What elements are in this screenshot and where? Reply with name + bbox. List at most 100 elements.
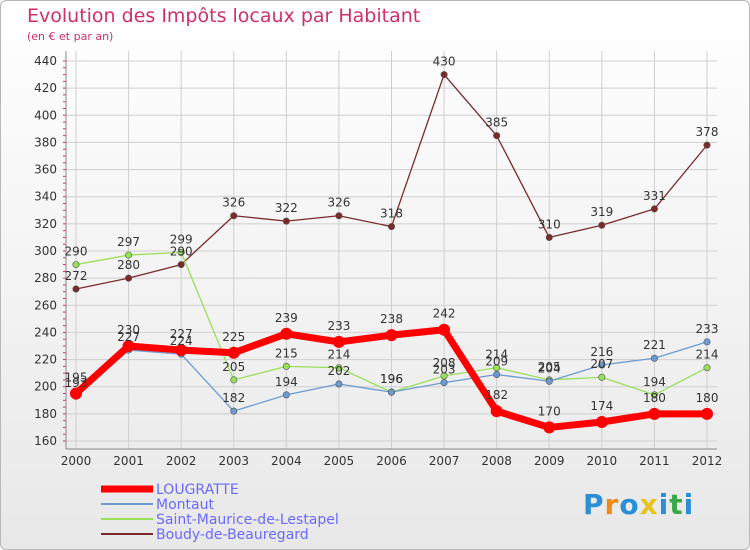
x-tick-label: 2011 [639, 454, 670, 468]
data-label: 208 [433, 356, 456, 370]
data-label: 182 [222, 391, 245, 405]
proxiti-logo: Proxiti [583, 488, 694, 521]
x-tick-label: 2000 [61, 454, 92, 468]
data-point [282, 391, 290, 399]
data-label: 224 [170, 334, 193, 348]
data-point [598, 373, 606, 381]
data-label: 216 [590, 345, 613, 359]
y-tick-label: 240 [34, 325, 57, 339]
data-point [650, 205, 658, 213]
y-tick-label: 280 [34, 271, 57, 285]
data-label: 203 [433, 363, 456, 377]
data-label: 194 [275, 375, 298, 389]
data-label: 280 [117, 258, 140, 272]
logo-letter: i [683, 488, 695, 521]
data-point [230, 407, 238, 415]
data-label: 297 [117, 235, 140, 249]
data-point [598, 361, 606, 369]
data-point [335, 212, 343, 220]
data-point [701, 407, 713, 420]
x-tick-label: 2003 [218, 454, 249, 468]
data-label: 227 [117, 330, 140, 344]
data-point [230, 212, 238, 220]
data-label: 174 [590, 399, 613, 413]
data-label: 238 [380, 312, 403, 326]
y-tick-label: 380 [34, 135, 57, 149]
data-point [703, 141, 711, 149]
data-point [493, 132, 501, 140]
data-point [335, 364, 343, 372]
logo-letter: o [619, 488, 640, 521]
data-label: 204 [538, 361, 561, 375]
logo-letter: x [639, 488, 659, 521]
logo-letter: t [669, 488, 684, 521]
data-label: 230 [117, 323, 140, 337]
data-point [125, 274, 133, 282]
chart-title: Evolution des Impôts locaux par Habitant [27, 5, 421, 27]
data-label: 214 [696, 348, 719, 362]
data-point [72, 261, 80, 269]
data-label: 180 [643, 391, 666, 405]
x-tick-label: 2012 [692, 454, 723, 468]
y-tick-label: 180 [34, 407, 57, 421]
data-label: 215 [275, 346, 298, 360]
data-point [230, 376, 238, 384]
legend-entry: Boudy-de-Beauregard [156, 527, 309, 543]
data-label: 170 [538, 404, 561, 418]
data-point [648, 407, 661, 420]
data-label: 242 [433, 307, 456, 321]
legend-entry: Saint-Maurice-de-Lestapel [156, 512, 339, 528]
data-label: 202 [327, 364, 350, 378]
data-label: 299 [170, 232, 193, 246]
data-point [438, 323, 451, 336]
data-point [280, 327, 293, 340]
axes: 160 180 200 220 240 260 280 300 320 340 360 380 400 4… [34, 51, 722, 468]
data-point [177, 261, 185, 269]
data-point [387, 223, 395, 231]
data-label: 221 [643, 338, 666, 352]
x-tick-label: 2010 [587, 454, 618, 468]
data-point [545, 377, 553, 385]
data-label: 318 [380, 207, 403, 221]
logo-letter: i [658, 488, 670, 521]
data-label: 194 [643, 375, 666, 389]
data-label: 385 [485, 116, 508, 130]
data-point [177, 248, 185, 256]
y-tick-label: 400 [34, 108, 57, 122]
data-point [595, 416, 608, 428]
logo-letter: r [604, 488, 620, 521]
data-label: 193 [65, 376, 88, 390]
data-label: 378 [696, 125, 719, 139]
data-label: 195 [65, 371, 88, 385]
data-label: 207 [590, 357, 613, 371]
data-label: 209 [485, 355, 508, 369]
data-point [70, 387, 82, 400]
data-label: 239 [275, 311, 298, 325]
legend-entry: Montaut [156, 497, 214, 513]
data-point [387, 388, 395, 396]
x-tick-label: 2005 [324, 454, 355, 468]
data-label: 196 [380, 372, 403, 386]
x-tick-label: 2001 [113, 454, 144, 468]
grid [66, 51, 717, 449]
y-tick-label: 420 [34, 81, 57, 95]
data-label: 310 [538, 217, 561, 231]
data-point [440, 372, 448, 380]
x-tick-label: 2004 [271, 454, 302, 468]
logo-letter: P [583, 488, 605, 521]
y-tick-label: 220 [34, 353, 57, 367]
data-point [598, 221, 606, 229]
data-point [227, 346, 240, 359]
data-label: 196 [380, 372, 403, 386]
data-label: 225 [222, 330, 245, 344]
data-point [493, 364, 501, 372]
data-label: 290 [170, 245, 193, 259]
data-label: 326 [222, 196, 245, 210]
data-point [545, 233, 553, 241]
legend: LOUGRATTEMontautSaint-Maurice-de-Lestape… [101, 482, 339, 543]
y-tick-label: 300 [34, 244, 57, 258]
data-label: 272 [65, 269, 88, 283]
y-tick-label: 340 [34, 190, 57, 204]
data-label: 233 [327, 319, 350, 333]
